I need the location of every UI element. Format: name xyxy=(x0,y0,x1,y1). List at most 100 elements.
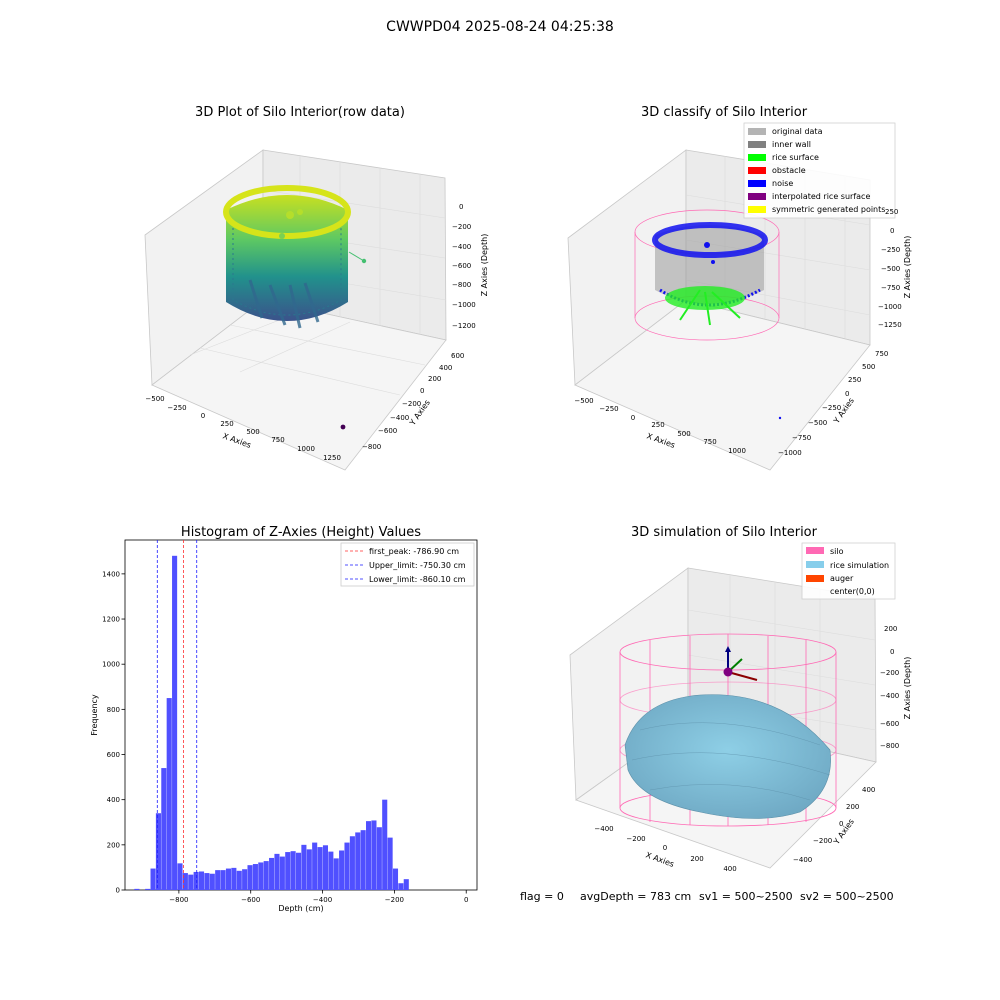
panel2-y-ticks: −1000 −750 −500 −250 0 250 500 750 xyxy=(778,350,888,457)
legend-label: Upper_limit: -750.30 cm xyxy=(369,561,466,570)
panel1-silo-cloud xyxy=(223,185,367,430)
tick-label: −250 xyxy=(881,246,900,254)
legend-swatch xyxy=(806,561,824,568)
y-tick-label: 600 xyxy=(107,751,120,759)
legend-label: auger xyxy=(830,574,854,583)
hist-bar xyxy=(360,830,366,890)
hist-bar xyxy=(317,847,323,890)
legend-label: silo xyxy=(830,547,844,556)
legend-label: rice surface xyxy=(772,153,819,162)
hist-xlabel: Depth (cm) xyxy=(278,904,323,913)
status-sv1: sv1 = 500~2500 xyxy=(699,890,793,903)
x-tick-label: −400 xyxy=(313,896,332,904)
tick-label: −200 xyxy=(626,835,645,843)
tick-label: −750 xyxy=(792,434,811,442)
hist-bar xyxy=(182,873,188,890)
y-tick-label: 0 xyxy=(116,887,120,895)
x-tick-label: −600 xyxy=(241,896,260,904)
panel4-x-ticks: −400 −200 0 200 400 xyxy=(594,825,736,873)
hist-bar xyxy=(382,799,388,890)
hist-bar xyxy=(150,868,156,890)
tick-label: 200 xyxy=(846,803,859,811)
panel-histogram: Histogram of Z-Axies (Height) Values −80… xyxy=(90,525,478,913)
tick-label: −500 xyxy=(574,397,593,405)
tick-label: 250 xyxy=(651,421,664,429)
hist-bar xyxy=(225,868,232,890)
status-avg-depth: avgDepth = 783 cm xyxy=(580,890,691,903)
legend-swatch xyxy=(748,128,766,135)
tick-label: −200 xyxy=(402,400,421,408)
hist-bar xyxy=(301,844,307,890)
panel2-zlabel: Z Axies (Depth) xyxy=(903,236,912,299)
x-tick-label: 0 xyxy=(464,896,468,904)
tick-label: −750 xyxy=(881,284,900,292)
legend-swatch xyxy=(748,193,766,200)
panel4-title: 3D simulation of Silo Interior xyxy=(631,525,818,540)
legend-label: Lower_limit: -860.10 cm xyxy=(369,575,466,584)
hist-bar xyxy=(339,850,345,890)
hist-bar xyxy=(398,883,404,890)
tick-label: −600 xyxy=(880,720,899,728)
hist-bar xyxy=(269,857,275,890)
tick-label: −600 xyxy=(452,262,471,270)
hist-bar xyxy=(403,879,409,890)
tick-label: 500 xyxy=(677,430,690,438)
hist-bar xyxy=(376,827,382,890)
hist-bar xyxy=(193,871,199,890)
tick-label: 250 xyxy=(885,208,898,216)
figure-suptitle: CWWPD04 2025-08-24 04:25:38 xyxy=(386,19,614,35)
panel2-title: 3D classify of Silo Interior xyxy=(641,105,808,120)
panel-raw-3d: 3D Plot of Silo Interior(row data) xyxy=(144,105,489,471)
tick-label: −400 xyxy=(390,414,409,422)
tick-label: −250 xyxy=(167,404,186,412)
tick-label: 750 xyxy=(875,350,888,358)
tick-label: −200 xyxy=(813,837,832,845)
y-tick-label: 1400 xyxy=(102,570,120,578)
hist-ylabel: Frequency xyxy=(90,694,99,736)
status-sv2: sv2 = 500~2500 xyxy=(800,890,894,903)
hist-bar xyxy=(328,851,334,890)
hist-bars xyxy=(134,555,409,890)
tick-label: 0 xyxy=(201,412,205,420)
hist-bar xyxy=(247,865,253,890)
hist-legend: first_peak: -786.90 cm Upper_limit: -750… xyxy=(340,542,475,587)
panel1-z-ticks: −1200 −1000 −800 −600 −400 −200 0 xyxy=(452,203,476,330)
hist-bar xyxy=(371,820,377,890)
panel4-rice-surface xyxy=(624,694,831,819)
status-line: flag = 0 avgDepth = 783 cm sv1 = 500~250… xyxy=(520,890,894,903)
status-flag: flag = 0 xyxy=(520,890,564,903)
tick-label: 500 xyxy=(246,428,259,436)
tick-label: 1000 xyxy=(728,447,746,455)
hist-bar xyxy=(236,870,242,890)
panel4-ylabel: Y Axies xyxy=(831,817,856,847)
hist-bar xyxy=(242,869,248,890)
legend-label: first_peak: -786.90 cm xyxy=(369,547,459,556)
panel4-xlabel: X Axies xyxy=(644,850,675,869)
tick-label: −500 xyxy=(881,265,900,273)
legend-swatch xyxy=(806,575,824,582)
hist-bar xyxy=(333,858,339,890)
tick-label: 600 xyxy=(451,352,464,360)
hist-bar xyxy=(220,870,226,890)
hist-bar xyxy=(155,813,161,890)
panel3-title: Histogram of Z-Axies (Height) Values xyxy=(181,525,421,540)
panel2-x-ticks: −500 −250 0 250 500 750 1000 xyxy=(574,397,746,455)
tick-label: −1000 xyxy=(778,449,802,457)
tick-label: −400 xyxy=(452,243,471,251)
tick-label: −200 xyxy=(880,669,899,677)
tick-label: −1200 xyxy=(452,322,476,330)
tick-label: 400 xyxy=(723,865,736,873)
panel2-z-ticks: −1250 −1000 −750 −500 −250 0 250 xyxy=(878,208,902,329)
hist-bar xyxy=(252,864,258,890)
hist-bar xyxy=(231,867,237,890)
tick-label: −800 xyxy=(880,742,899,750)
panel1-title: 3D Plot of Silo Interior(row data) xyxy=(195,105,405,120)
hist-bar xyxy=(387,837,393,890)
tick-label: 500 xyxy=(862,363,875,371)
hist-bar xyxy=(198,871,205,890)
legend-swatch xyxy=(748,167,766,174)
legend-label: symmetric generated points xyxy=(772,205,885,214)
panel-simulation-3d: 3D simulation of Silo Interior xyxy=(569,525,912,873)
x-tick-label: −200 xyxy=(385,896,404,904)
